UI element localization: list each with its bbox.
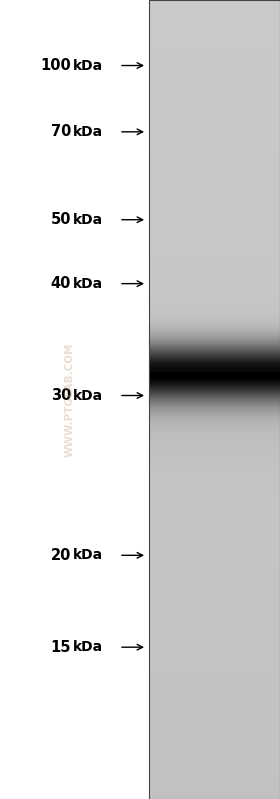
Text: kDa: kDa bbox=[73, 548, 103, 562]
Text: 20: 20 bbox=[51, 548, 71, 562]
Text: 70: 70 bbox=[51, 125, 71, 139]
Text: kDa: kDa bbox=[73, 213, 103, 227]
Text: 15: 15 bbox=[50, 640, 71, 654]
Text: 50: 50 bbox=[50, 213, 71, 227]
Text: kDa: kDa bbox=[73, 276, 103, 291]
Text: kDa: kDa bbox=[73, 58, 103, 73]
Text: kDa: kDa bbox=[73, 125, 103, 139]
Text: WWW.PTGLAB.COM: WWW.PTGLAB.COM bbox=[65, 342, 75, 457]
Text: 40: 40 bbox=[51, 276, 71, 291]
Text: kDa: kDa bbox=[73, 640, 103, 654]
Text: kDa: kDa bbox=[73, 388, 103, 403]
Bar bbox=[149, 0, 280, 799]
Text: 30: 30 bbox=[51, 388, 71, 403]
Text: 100: 100 bbox=[40, 58, 71, 73]
